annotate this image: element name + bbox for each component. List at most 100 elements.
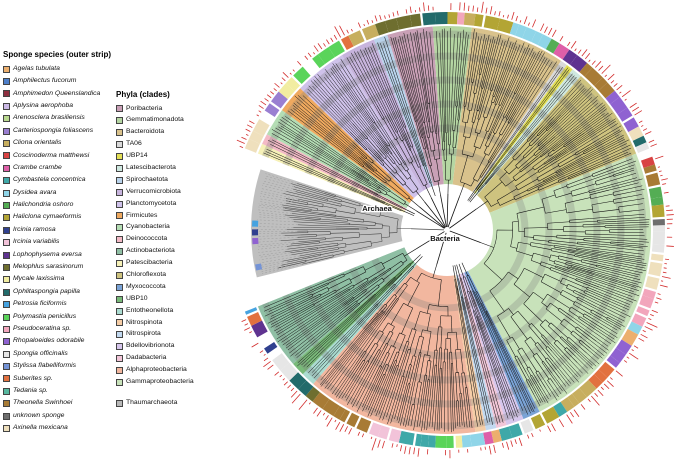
legend-item-label: Bacteroidota [126, 128, 165, 136]
legend-item: Spirochaetota [116, 174, 194, 186]
legend-item: Stylissa flabelliformis [3, 360, 111, 372]
legend-color-swatch [116, 164, 123, 172]
legend-color-swatch [116, 176, 123, 184]
legend-item: Cliona orientalis [3, 137, 111, 149]
legend-phyla-detached: Thaumarchaeota [116, 397, 194, 409]
legend-item-label: Halichondria oshoro [13, 201, 74, 209]
legend-color-swatch [116, 399, 123, 407]
legend-item: Suberites sp. [3, 373, 111, 385]
legend-color-swatch [116, 188, 123, 196]
legend-item: Actinobacteriota [116, 246, 194, 258]
legend-item: Nitrospinota [116, 317, 194, 329]
legend-color-swatch [116, 355, 123, 363]
legend-item-label: Amphimedon Queenslandica [13, 89, 101, 97]
legend-item: Cyanobacteria [116, 222, 194, 234]
legend-item-label: Ircinia variabilis [13, 238, 60, 246]
legend-color-swatch [116, 331, 123, 339]
legend-item-label: Cymbastela concentrica [13, 176, 86, 184]
legend-item-label: Ophlitaspongia papilla [13, 287, 80, 295]
legend-item: Verrucomicrobiota [116, 186, 194, 198]
legend-item-label: UBP10 [126, 294, 148, 302]
legend-item-label: Alphaproteobacteria [126, 366, 187, 374]
legend-item: Arenosclera brasiliensis [3, 113, 111, 125]
legend-phyla-items: Poribacteria Gemmatimonadota Bacteroidota T… [116, 103, 194, 388]
legend-item: UBP14 [116, 151, 194, 163]
legend-item-label: Cyanobacteria [126, 223, 170, 231]
legend-item-label: Entotheonellota [126, 306, 174, 314]
legend-color-swatch [116, 260, 123, 268]
legend-item: Alphaproteobacteria [116, 365, 194, 377]
legend-item-label: Axinella mexicana [13, 424, 68, 432]
legend-phyla-title: Phyla (clades) [116, 90, 170, 99]
legend-sponge-species: Sponge species (outer strip) Agelas tubu… [3, 50, 111, 435]
legend-item-label: Patescibacteria [126, 259, 173, 267]
legend-item: Ophlitaspongia papilla [3, 286, 111, 298]
legend-item: Gemmatimonadota [116, 115, 194, 127]
legend-color-swatch [116, 283, 123, 291]
legend-item: Poribacteria [116, 103, 194, 115]
legend-color-swatch [116, 343, 123, 351]
legend-item: Rhopaloeides odorabile [3, 336, 111, 348]
legend-color-swatch [116, 153, 123, 160]
legend-item-label: Agelas tubulata [13, 64, 60, 72]
legend-color-swatch [116, 295, 123, 303]
legend-item-label: Theonella Swinhoei [13, 399, 73, 407]
legend-item-label: Actinobacteriota [126, 247, 175, 255]
legend-color-swatch [3, 363, 10, 371]
legend-color-swatch [116, 307, 123, 315]
legend-item: Melophlus sarasinorum [3, 261, 111, 273]
legend-item: Petrosia ficiformis [3, 298, 111, 310]
legend-color-swatch [116, 117, 123, 125]
legend-item-label: Rhopaloeides odorabile [13, 337, 85, 345]
legend-item-label: Petrosia ficiformis [13, 300, 67, 308]
legend-item-label: Crambe crambe [13, 163, 62, 171]
legend-color-swatch [116, 236, 123, 244]
legend-item-label: Spongia officinalis [13, 349, 68, 357]
legend-item: Bdellovibrionota [116, 341, 194, 353]
legend-item: Dysidea avara [3, 187, 111, 199]
legend-item: Aplysina aerophoba [3, 100, 111, 112]
legend-color-swatch [3, 400, 10, 408]
legend-color-swatch [116, 141, 123, 149]
legend-item-label: Suberites sp. [13, 374, 53, 382]
legend-color-swatch [3, 65, 10, 73]
legend-item: Axinella mexicana [3, 422, 111, 434]
legend-color-swatch [3, 276, 10, 284]
legend-item: Agelas tubulata [3, 63, 111, 75]
legend-item-label: Haliclona cymaeformis [13, 213, 82, 221]
sponge-species-strip [244, 11, 666, 449]
legend-item: Carteriospongia foliascens [3, 125, 111, 137]
legend-color-swatch [3, 288, 10, 296]
legend-phyla: Phyla (clades) Poribacteria Gemmatimonado… [116, 90, 194, 409]
legend-item: Cymbastela concentrica [3, 175, 111, 187]
legend-item-label: Myxococcota [126, 282, 166, 290]
legend-color-swatch [116, 200, 123, 208]
legend-item: Firmicutes [116, 210, 194, 222]
legend-color-swatch [3, 102, 10, 110]
legend-item: Dadabacteria [116, 353, 194, 365]
legend-item-label: Aplysina aerophoba [13, 101, 74, 109]
legend-item-label: Mycale laxissima [13, 275, 65, 283]
legend-color-swatch [116, 105, 123, 113]
legend-item-label: Latescibacterota [126, 164, 176, 171]
legend-item-label: Thaumarchaeota [126, 398, 178, 406]
legend-sponge-items: Agelas tubulata Amphilectus fucorum Amphim… [3, 63, 111, 435]
legend-item: Chloroflexota [116, 269, 194, 281]
legend-item: Coscinoderma matthewsi [3, 150, 111, 162]
legend-color-swatch [3, 140, 10, 148]
legend-item: Amphilectus fucorum [3, 75, 111, 87]
legend-item: Planctomycetota [116, 198, 194, 210]
legend-item: Tedania sp. [3, 385, 111, 397]
legend-color-swatch [116, 212, 123, 220]
legend-color-swatch [3, 425, 10, 433]
legend-item: Halichondria oshoro [3, 199, 111, 211]
legend-item-label: UBP14 [126, 152, 148, 160]
legend-item-label: Cliona orientalis [13, 139, 62, 147]
legend-color-swatch [3, 412, 10, 420]
legend-item: Spongia officinalis [3, 348, 111, 360]
legend-color-swatch [116, 224, 123, 232]
domain-labels: Bacteria Archaea [361, 203, 462, 245]
legend-item-label: Melophlus sarasinorum [13, 263, 84, 271]
legend-item-label: Amphilectus fucorum [13, 77, 77, 85]
